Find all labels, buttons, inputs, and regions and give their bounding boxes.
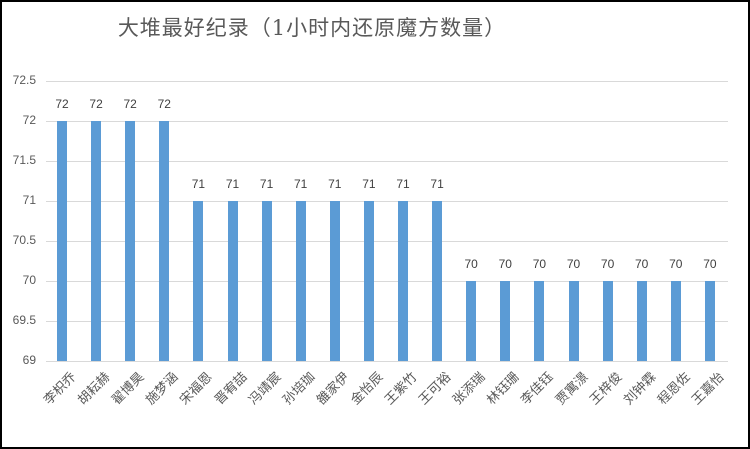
- bar: [125, 121, 136, 361]
- bar: [636, 281, 647, 361]
- bar-data-label: 70: [464, 257, 478, 271]
- bar-data-label: 71: [396, 177, 410, 191]
- bar-data-label: 71: [328, 177, 342, 191]
- bar-data-label: 70: [703, 257, 717, 271]
- x-axis-category-label: 王可裕: [416, 369, 455, 409]
- bar: [57, 121, 67, 361]
- bar: [363, 201, 374, 361]
- gridline: [46, 281, 728, 282]
- x-axis-category-label: 宋福恩: [177, 369, 216, 409]
- x-axis-category-label: 刘钟霖: [620, 369, 660, 409]
- x-axis-category-label: 施梦涵: [143, 369, 182, 409]
- bar: [704, 281, 715, 361]
- x-axis-category-label: 程恩佐: [655, 369, 694, 409]
- x-axis-category-label: 李枳乔: [41, 369, 80, 409]
- x-axis-category-label: 雒家伊: [314, 369, 353, 409]
- x-axis-category-label: 晋宥喆: [211, 369, 250, 409]
- x-axis-category-label: 孙培珈: [279, 369, 319, 409]
- bar-data-label: 70: [669, 257, 683, 271]
- gridline: [46, 361, 728, 362]
- bar-data-label: 72: [89, 97, 103, 111]
- y-axis-tick-label: 72: [22, 113, 36, 127]
- bar: [398, 201, 408, 361]
- gridline: [46, 241, 728, 242]
- bar: [602, 281, 613, 361]
- bar-data-label: 71: [225, 177, 240, 191]
- y-axis-tick-label: 69: [22, 353, 36, 367]
- bar-data-label: 71: [294, 177, 308, 191]
- x-axis-category-label: 贾寓澋: [552, 369, 591, 409]
- gridline: [46, 121, 728, 122]
- x-axis-category-label: 冯靖宸: [245, 369, 285, 409]
- bar-data-label: 70: [498, 257, 512, 271]
- x-axis-category-label: 王嘉怡: [689, 369, 728, 409]
- y-axis-tick-label: 71: [22, 193, 36, 207]
- bar: [329, 201, 340, 361]
- bar-data-label: 70: [635, 257, 649, 271]
- x-axis-category-label: 翟博昊: [109, 369, 148, 409]
- bar: [568, 281, 579, 361]
- bar-data-label: 71: [191, 177, 206, 191]
- y-axis-tick-label: 69.5: [12, 313, 36, 327]
- bar: [295, 201, 306, 361]
- bar: [227, 201, 238, 361]
- x-axis-category-label: 王紫竹: [382, 369, 421, 409]
- bar-data-label: 72: [157, 97, 171, 111]
- bar: [466, 281, 477, 361]
- gridline: [46, 201, 728, 202]
- bar-data-label: 70: [532, 257, 547, 271]
- y-axis-tick-label: 70: [22, 273, 36, 287]
- bar-data-label: 71: [362, 177, 376, 191]
- bar: [159, 121, 170, 361]
- bar-data-label: 71: [430, 177, 444, 191]
- bar: [432, 201, 443, 361]
- chart-title: 大堆最好纪录（1小时内还原魔方数量）: [117, 16, 507, 40]
- x-axis-category-label: 张添瑞: [450, 369, 489, 409]
- bar: [670, 281, 681, 361]
- y-axis-tick-label: 72.5: [12, 73, 36, 87]
- bar-data-label: 72: [55, 97, 69, 111]
- bar: [91, 121, 102, 361]
- y-axis-tick-label: 71.5: [12, 153, 36, 167]
- gridline: [46, 321, 728, 322]
- bar: [193, 201, 204, 361]
- bar-data-label: 70: [600, 257, 615, 271]
- bar: [500, 281, 511, 361]
- bar-data-label: 70: [566, 257, 581, 271]
- gridline: [46, 161, 728, 162]
- x-axis-category-label: 胡耘赫: [75, 369, 114, 409]
- bar: [534, 281, 545, 361]
- x-axis-category-label: 金怡辰: [348, 369, 387, 409]
- bar: [261, 201, 272, 361]
- bar-data-label: 71: [259, 177, 274, 191]
- x-axis-category-label: 李佳钰: [518, 369, 557, 409]
- x-axis-category-label: 林钰珊: [484, 369, 523, 409]
- y-axis-tick-label: 70.5: [12, 233, 36, 247]
- gridline: [46, 81, 728, 82]
- x-axis-category-label: 王梓俊: [586, 369, 626, 409]
- bar-data-label: 72: [123, 97, 137, 111]
